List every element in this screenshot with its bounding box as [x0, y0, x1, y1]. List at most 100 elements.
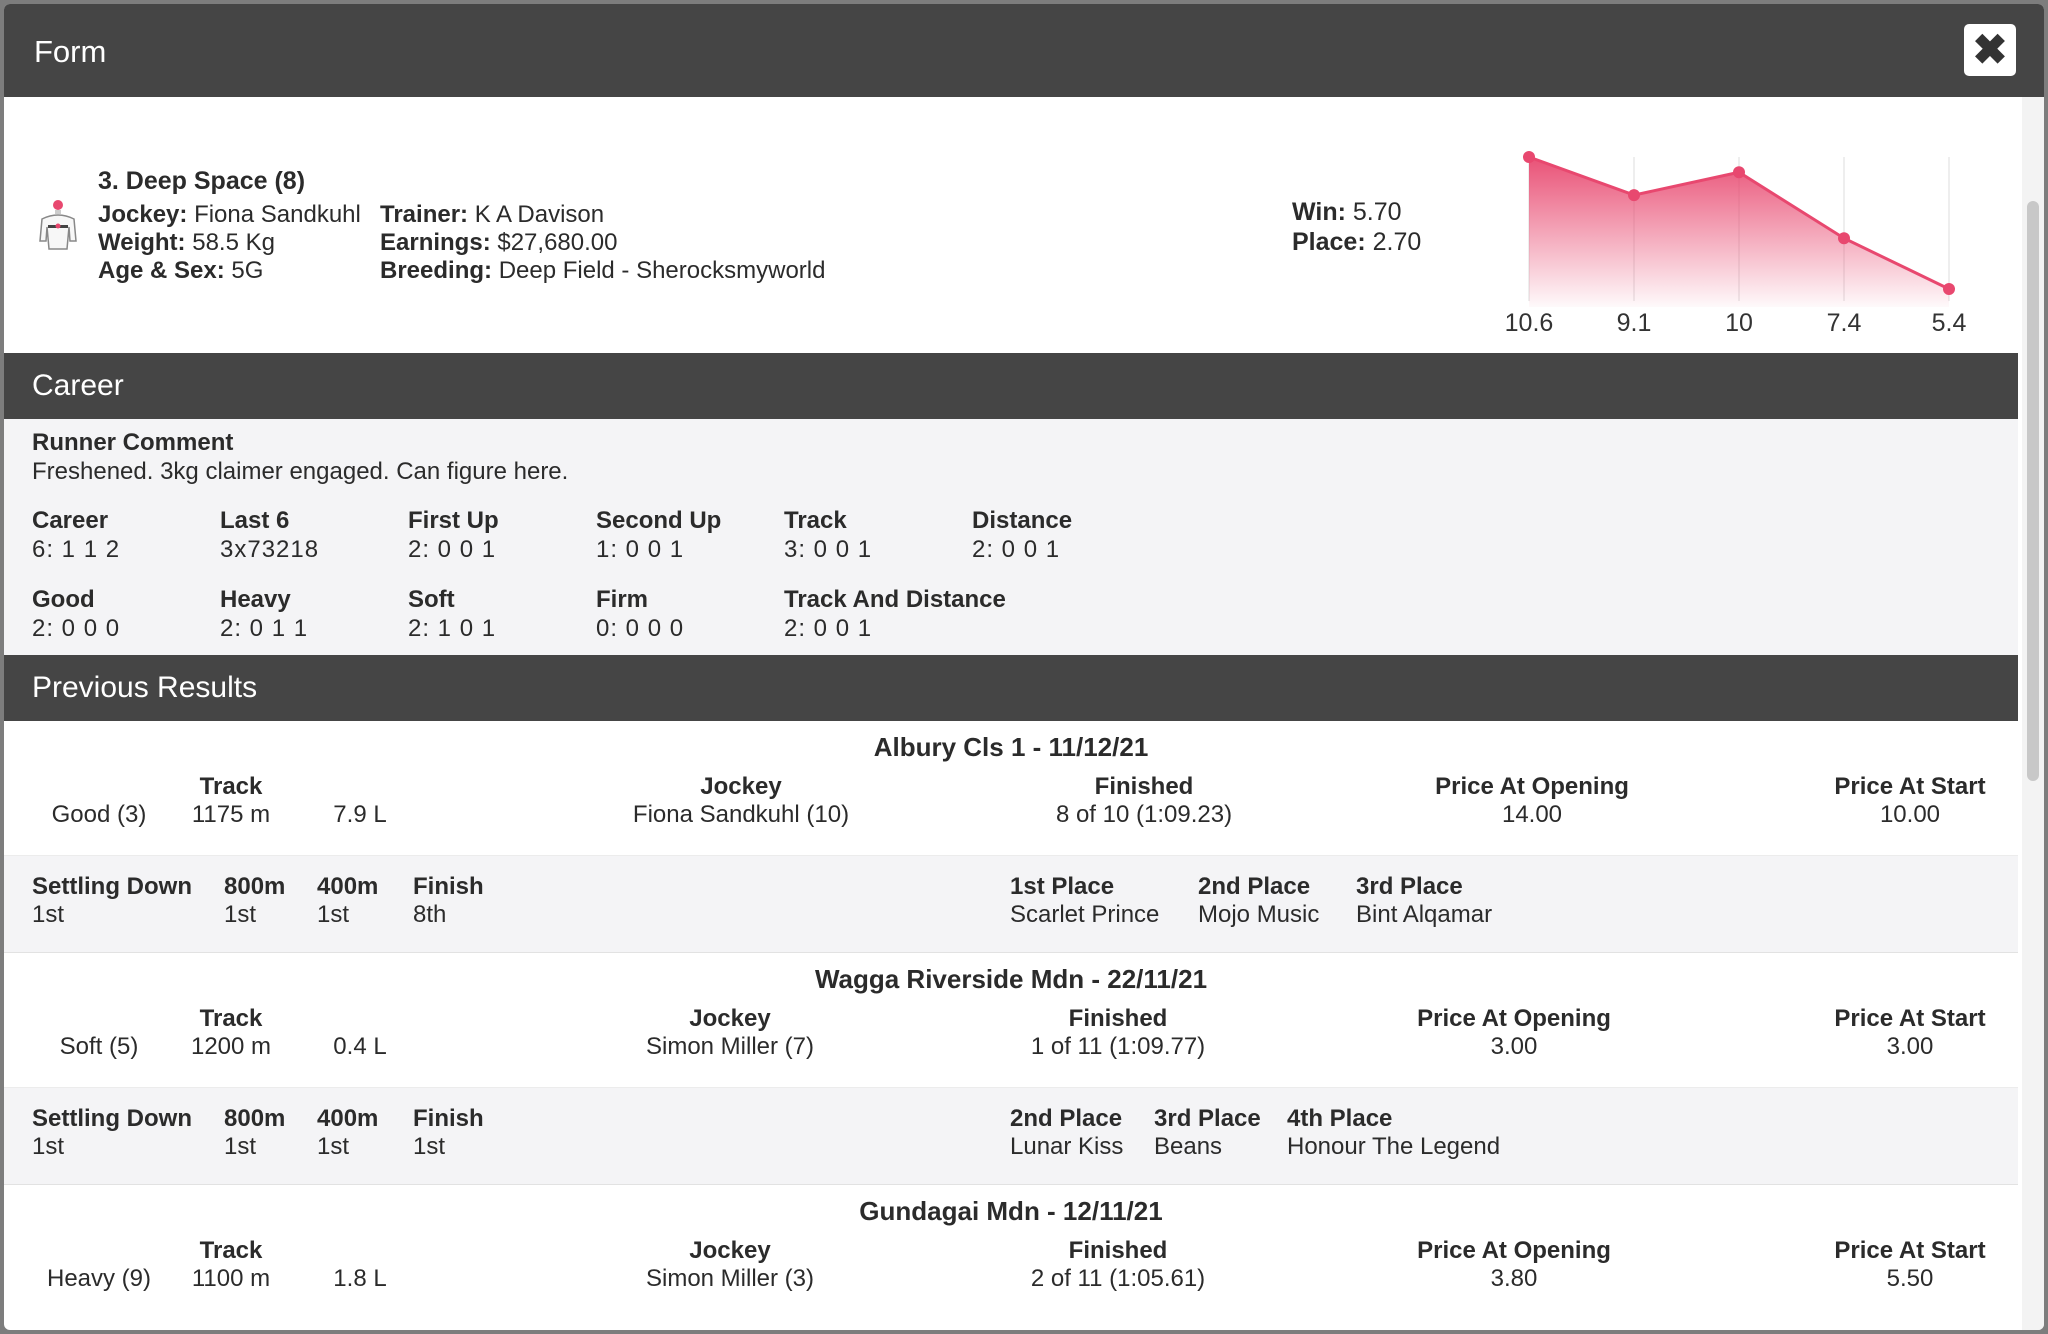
stat-value: 2: 0 1 1 [220, 615, 309, 642]
jockey: Jockey Fiona Sandkuhl (10) [632, 773, 850, 828]
race-summary: Good (3) Track 1175 m 7.9 L Jockey Fiona S… [4, 773, 2018, 856]
settling-down: Settling Down 1st [32, 873, 192, 928]
scrollbar[interactable] [2022, 97, 2044, 1330]
sectional-finish: Finish 1st [413, 1105, 484, 1160]
runner-info: 3. Deep Space (8) Jockey: Fiona Sandkuhl… [4, 97, 2018, 353]
stat-value: 6: 1 1 2 [32, 536, 121, 563]
stat-value: 3: 0 0 1 [784, 536, 873, 563]
trainer-info: Trainer: K A Davison [380, 201, 605, 228]
stat-label: Track And Distance [784, 586, 1006, 613]
stat-value: 3x73218 [220, 536, 320, 563]
race-title: Albury Cls 1 - 11/12/21 [873, 732, 1149, 762]
age-sex-info: Age & Sex: 5G [98, 257, 264, 284]
jockey: Jockey Simon Miller (3) [645, 1237, 815, 1292]
runner-comment: Freshened. 3kg claimer engaged. Can figu… [32, 458, 569, 485]
stat-value: 2: 1 0 1 [408, 615, 497, 642]
chart-point [1943, 283, 1955, 295]
price-at-start: Price At Start 10.00 [1834, 773, 1986, 828]
chart-tick-label: 10.6 [1505, 309, 1554, 337]
chart-point [1838, 232, 1850, 245]
sectional-400m: 400m 1st [317, 873, 379, 928]
stat-value: 2: 0 0 1 [784, 615, 873, 642]
earnings-info: Earnings: $27,680.00 [380, 229, 618, 256]
race-sectionals: Settling Down 1st 800m 1st 400m 1st Finish 8… [4, 856, 2018, 953]
track-condition: Soft (5) [59, 1033, 139, 1060]
modal-content: 3. Deep Space (8) Jockey: Fiona Sandkuhl… [4, 97, 2018, 1330]
price-at-opening: Price At Opening 3.00 [1417, 1005, 1611, 1060]
placegetter: 1st Place Scarlet Prince [1010, 873, 1160, 928]
chart-tick-label: 9.1 [1617, 309, 1652, 337]
track-distance: Track 1100 m [191, 1237, 271, 1292]
stat-label: Firm [596, 586, 649, 613]
finished: Finished 2 of 11 (1:05.61) [1030, 1237, 1206, 1292]
margin: 7.9 L [333, 801, 387, 828]
stat-label: Distance [972, 507, 1073, 534]
track-condition: Good (3) [51, 801, 147, 828]
runner-comment-label: Runner Comment [32, 429, 234, 456]
stat-label: Track [784, 507, 847, 534]
finished: Finished 8 of 10 (1:09.23) [1055, 773, 1233, 828]
price-at-start: Price At Start 5.50 [1834, 1237, 1986, 1292]
scrollbar-thumb[interactable] [2027, 201, 2039, 781]
stat-label: Last 6 [220, 507, 290, 534]
chart-tick-label: 5.4 [1932, 309, 1967, 337]
placegetter: 2nd Place Mojo Music [1198, 873, 1320, 928]
modal-title: Form [34, 34, 107, 69]
placegetter: 3rd Place Beans [1154, 1105, 1261, 1160]
jockey-silks-icon [39, 200, 77, 250]
stat-value: 2: 0 0 0 [32, 615, 121, 642]
margin: 0.4 L [333, 1033, 387, 1060]
chart-area [1529, 157, 1949, 307]
race-title: Gundagai Mdn - 12/11/21 [859, 1196, 1163, 1226]
settling-down: Settling Down 1st [32, 1105, 192, 1160]
close-icon: ✖ [1972, 26, 2008, 73]
placegetter: 3rd Place Bint Alqamar [1356, 873, 1493, 928]
modal-header: Form ✖ [4, 4, 2044, 97]
stat-label: Second Up [596, 507, 722, 534]
race-sectionals: Settling Down 1st 800m 1st 400m 1st Finish 1… [4, 1088, 2018, 1185]
stat-label: Heavy [220, 586, 291, 613]
breeding-info: Breeding: Deep Field - Sherocksmyworld [380, 257, 826, 284]
price-at-start: Price At Start 3.00 [1834, 1005, 1986, 1060]
price-at-opening: Price At Opening 14.00 [1435, 773, 1629, 828]
runner-name: 3. Deep Space (8) [98, 167, 306, 195]
stat-value: 1: 0 0 1 [596, 536, 685, 563]
close-button[interactable]: ✖ [1964, 24, 2016, 76]
race-summary: Soft (5) Track 1200 m 0.4 L Jockey Simon M… [4, 1005, 2018, 1088]
sectional-800m: 800m 1st [224, 1105, 286, 1160]
jockey-info: Jockey: Fiona Sandkuhl [98, 201, 361, 228]
track-distance: Track 1175 m [191, 773, 271, 828]
career-header: Career [4, 353, 2018, 419]
place-odds: Place: 2.70 [1292, 228, 1422, 256]
stat-value: 2: 0 0 1 [972, 536, 1061, 563]
race-title: Wagga Riverside Mdn - 22/11/21 [814, 964, 1208, 994]
stat-label: Career [32, 507, 109, 534]
form-modal: Form ✖ 3. Deep Space (8) Jockey: Fiona S… [4, 4, 2044, 1330]
stat-value: 0: 0 0 0 [596, 615, 685, 642]
finished: Finished 1 of 11 (1:09.77) [1030, 1005, 1206, 1060]
weight-info: Weight: 58.5 Kg [98, 229, 275, 256]
chart-tick-label: 10 [1725, 309, 1753, 337]
jockey: Jockey Simon Miller (7) [645, 1005, 815, 1060]
win-odds: Win: 5.70 [1292, 198, 1402, 226]
career-section: Runner Comment Freshened. 3kg claimer en… [4, 419, 2018, 655]
sectional-finish: Finish 8th [413, 873, 484, 928]
stat-label: First Up [408, 507, 499, 534]
margin: 1.8 L [333, 1265, 387, 1292]
placegetter: 4th Place Honour The Legend [1287, 1105, 1501, 1160]
chart-point [1523, 151, 1535, 163]
odds-chart: 10.6 9.1 10 7.4 5.4 [1505, 151, 1967, 337]
track-distance: Track 1200 m [190, 1005, 272, 1060]
stat-label: Good [32, 586, 95, 613]
track-condition: Heavy (9) [46, 1265, 152, 1292]
chart-point [1733, 166, 1745, 179]
stat-label: Soft [408, 586, 455, 613]
chart-point [1628, 189, 1640, 202]
sectional-800m: 800m 1st [224, 873, 286, 928]
placegetter: 2nd Place Lunar Kiss [1010, 1105, 1124, 1160]
stat-value: 2: 0 0 1 [408, 536, 497, 563]
previous-results-header: Previous Results [4, 655, 2018, 721]
price-at-opening: Price At Opening 3.80 [1417, 1237, 1611, 1292]
sectional-400m: 400m 1st [317, 1105, 379, 1160]
odds-summary: Win: 5.70 Place: 2.70 [1292, 197, 1421, 257]
